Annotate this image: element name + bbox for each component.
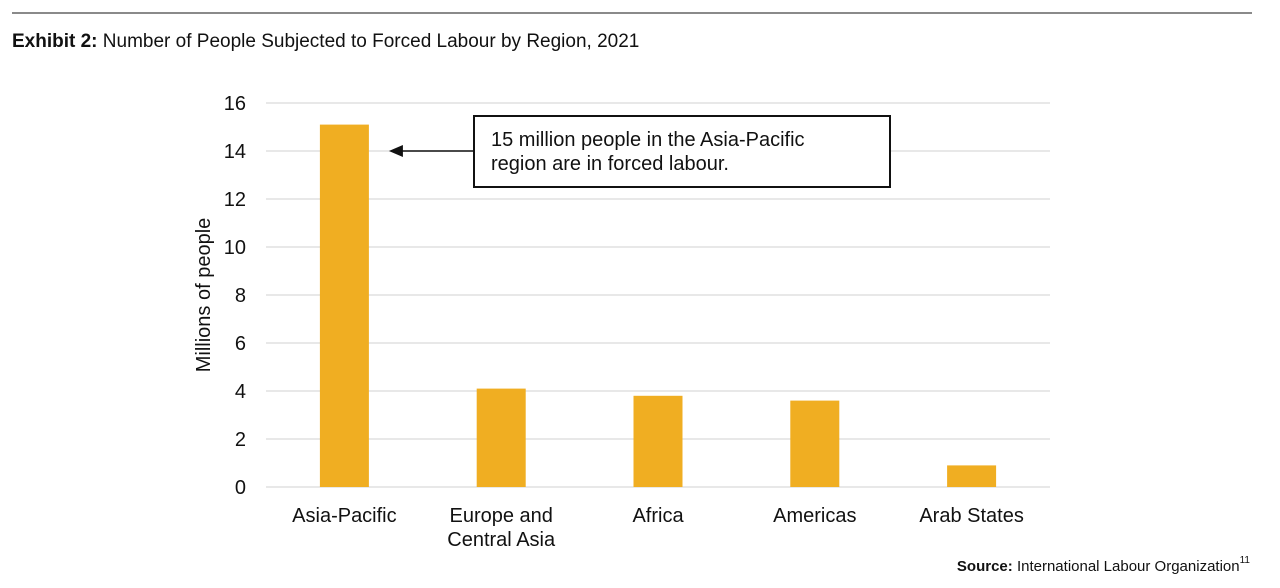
y-tick-label: 4 [235, 381, 246, 403]
bar [319, 124, 369, 487]
y-tick-label: 0 [235, 477, 246, 499]
x-tick-label: Americas [773, 505, 856, 527]
x-tick-label: Arab States [919, 505, 1024, 527]
y-tick-label: 12 [224, 189, 246, 211]
top-divider [12, 12, 1252, 14]
bar [476, 388, 526, 487]
bar [633, 395, 683, 487]
annotation-text: 15 million people in the Asia-Pacific [491, 129, 805, 151]
y-tick-label: 14 [224, 141, 246, 163]
y-tick-label: 8 [235, 285, 246, 307]
source-note: Source: International Labour Organizatio… [956, 555, 1250, 575]
footnote-marker: 11 [1239, 555, 1250, 566]
y-tick-label: 2 [235, 429, 246, 451]
annotation-text: region are in forced labour. [491, 153, 729, 175]
x-tick-label: Africa [632, 505, 684, 527]
exhibit-title: Number of People Subjected to Forced Lab… [102, 31, 640, 52]
annotation-arrow-head [388, 145, 403, 157]
y-tick-label: 16 [224, 93, 246, 115]
y-axis-label: Millions of people [193, 218, 215, 373]
annotation-box [473, 115, 891, 188]
source-text: International Labour Organization [1016, 558, 1240, 575]
bar [947, 465, 997, 487]
y-tick-label: 10 [224, 237, 246, 259]
source-label: Source: [956, 558, 1013, 575]
x-tick-label: Asia-Pacific [292, 505, 396, 527]
exhibit-label: Exhibit 2: [12, 31, 98, 52]
bar [790, 400, 840, 487]
x-tick-label: Europe and Central Asia [447, 505, 556, 551]
chart-title: Exhibit 2: Number of People Subjected to… [12, 31, 639, 53]
y-tick-label: 6 [235, 333, 246, 355]
